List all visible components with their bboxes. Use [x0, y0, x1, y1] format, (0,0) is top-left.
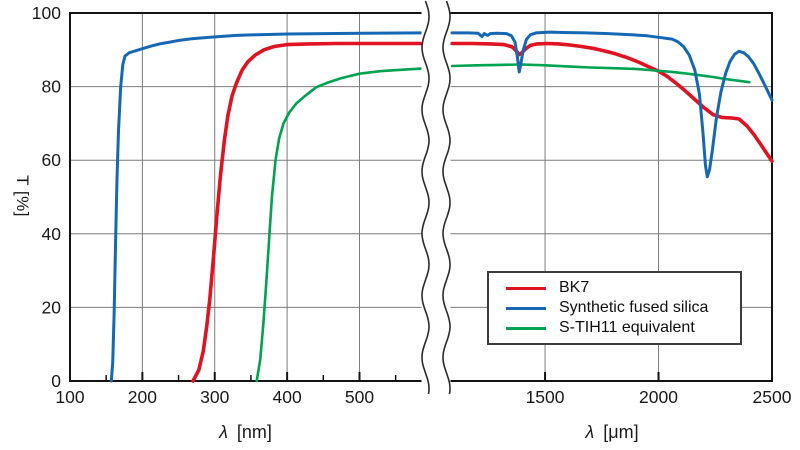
x-axis-unit-label-left: λ [nm]	[218, 422, 272, 442]
legend-item-fused-silica: Synthetic fused silica	[506, 300, 736, 316]
x-tick-label: 100	[55, 387, 84, 407]
legend-label-bk7: BK7	[559, 279, 590, 296]
legend-label-stih11: S-TIH11 equivalent	[559, 319, 695, 336]
series-synthetic-fused-silica-left	[109, 31, 423, 383]
y-tick-label: 60	[42, 150, 62, 170]
series-bk7-left	[191, 41, 423, 383]
series-bk7-right	[450, 41, 774, 164]
x-tick-label: 300	[200, 387, 229, 407]
x-tick-label: 2000	[639, 387, 678, 407]
x-tick-label: 200	[128, 387, 157, 407]
y-axis-label: T [%]	[13, 175, 32, 217]
x-axis-unit-label-right: λ [μm]	[584, 422, 638, 442]
x-tick-label: 400	[273, 387, 302, 407]
y-tick-label: 100	[32, 3, 61, 23]
legend-swatch-stih11	[506, 326, 546, 330]
legend-swatch-fused-silica	[506, 306, 546, 310]
legend-item-bk7: BK7	[506, 280, 736, 296]
y-tick-label: 0	[51, 371, 61, 391]
series-s-tih11-equivalent-right	[450, 63, 751, 84]
y-tick-label: 20	[42, 297, 62, 317]
x-tick-label: 1500	[526, 387, 565, 407]
x-tick-label: 2500	[753, 387, 792, 407]
plot-border	[69, 12, 773, 382]
y-tick-label: 40	[42, 224, 62, 244]
axis-break-wave-right	[442, 0, 451, 395]
x-tick-label: 500	[345, 387, 374, 407]
legend-item-stih11: S-TIH11 equivalent	[506, 320, 736, 336]
legend-swatch-bk7	[506, 286, 546, 290]
legend-label-fused-silica: Synthetic fused silica	[559, 299, 709, 316]
axis-break-wave-left	[421, 0, 430, 395]
series-synthetic-fused-silica-right	[450, 30, 774, 179]
series-s-tih11-equivalent-left	[255, 67, 423, 383]
legend-box: BK7 Synthetic fused silica S-TIH11 equiv…	[487, 271, 742, 345]
y-tick-label: 80	[42, 77, 62, 97]
